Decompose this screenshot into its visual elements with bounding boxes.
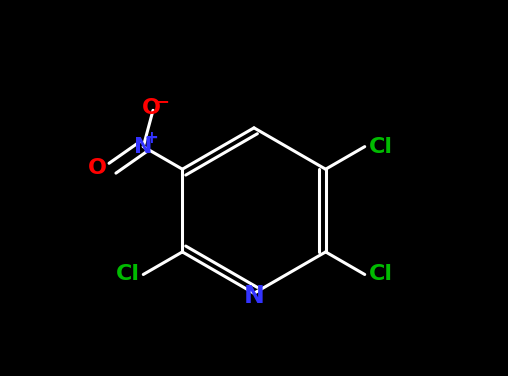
- Text: N: N: [243, 284, 265, 308]
- Text: Cl: Cl: [368, 264, 393, 285]
- Text: N: N: [134, 136, 152, 157]
- Text: O: O: [142, 99, 161, 118]
- Text: Cl: Cl: [368, 136, 393, 157]
- Text: Cl: Cl: [115, 264, 140, 285]
- Text: +: +: [145, 129, 158, 147]
- Text: −: −: [155, 92, 169, 110]
- Text: O: O: [88, 158, 107, 178]
